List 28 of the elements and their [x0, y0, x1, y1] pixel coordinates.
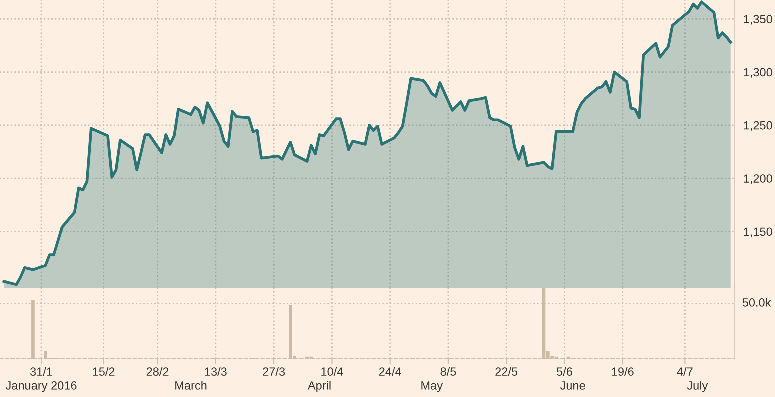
x2-tick-label: April	[308, 381, 331, 392]
y-tick-label: 1,200	[744, 174, 772, 184]
x-tick-label: 31/1	[30, 367, 52, 376]
ref-line-label: 50.0k	[742, 298, 772, 307]
x-tick-label: 13/3	[205, 367, 227, 376]
x-tick-label: 10/4	[322, 367, 344, 376]
x-tick-label: 15/2	[93, 367, 115, 376]
y-tick-label: 1,150	[744, 228, 772, 238]
x-tick-label: 4/7	[677, 367, 693, 376]
bar	[32, 300, 35, 359]
y-tick-label: 1,250	[744, 121, 772, 132]
x2-tick-label: July	[687, 381, 708, 392]
x2-tick-label: June	[560, 382, 586, 390]
x-tick-label: 24/4	[379, 367, 402, 376]
x-tick-label: 19/6	[612, 367, 634, 376]
bar	[44, 351, 48, 359]
x2-tick-label: March	[176, 381, 207, 390]
y-tick-label: 1,300	[744, 68, 772, 78]
y-tick-label: 1,350	[744, 15, 772, 25]
x2-tick-label: January 2016	[6, 382, 77, 392]
x-tick-label: 22/5	[496, 367, 518, 376]
x-tick-label: 28/2	[146, 367, 169, 376]
x-tick-label: 5/6	[557, 367, 572, 376]
bar	[542, 288, 546, 359]
x-tick-label: 8/5	[440, 367, 456, 376]
bar	[289, 305, 292, 359]
x2-tick-label: May	[422, 382, 443, 392]
x-tick-label: 27/3	[263, 367, 286, 376]
